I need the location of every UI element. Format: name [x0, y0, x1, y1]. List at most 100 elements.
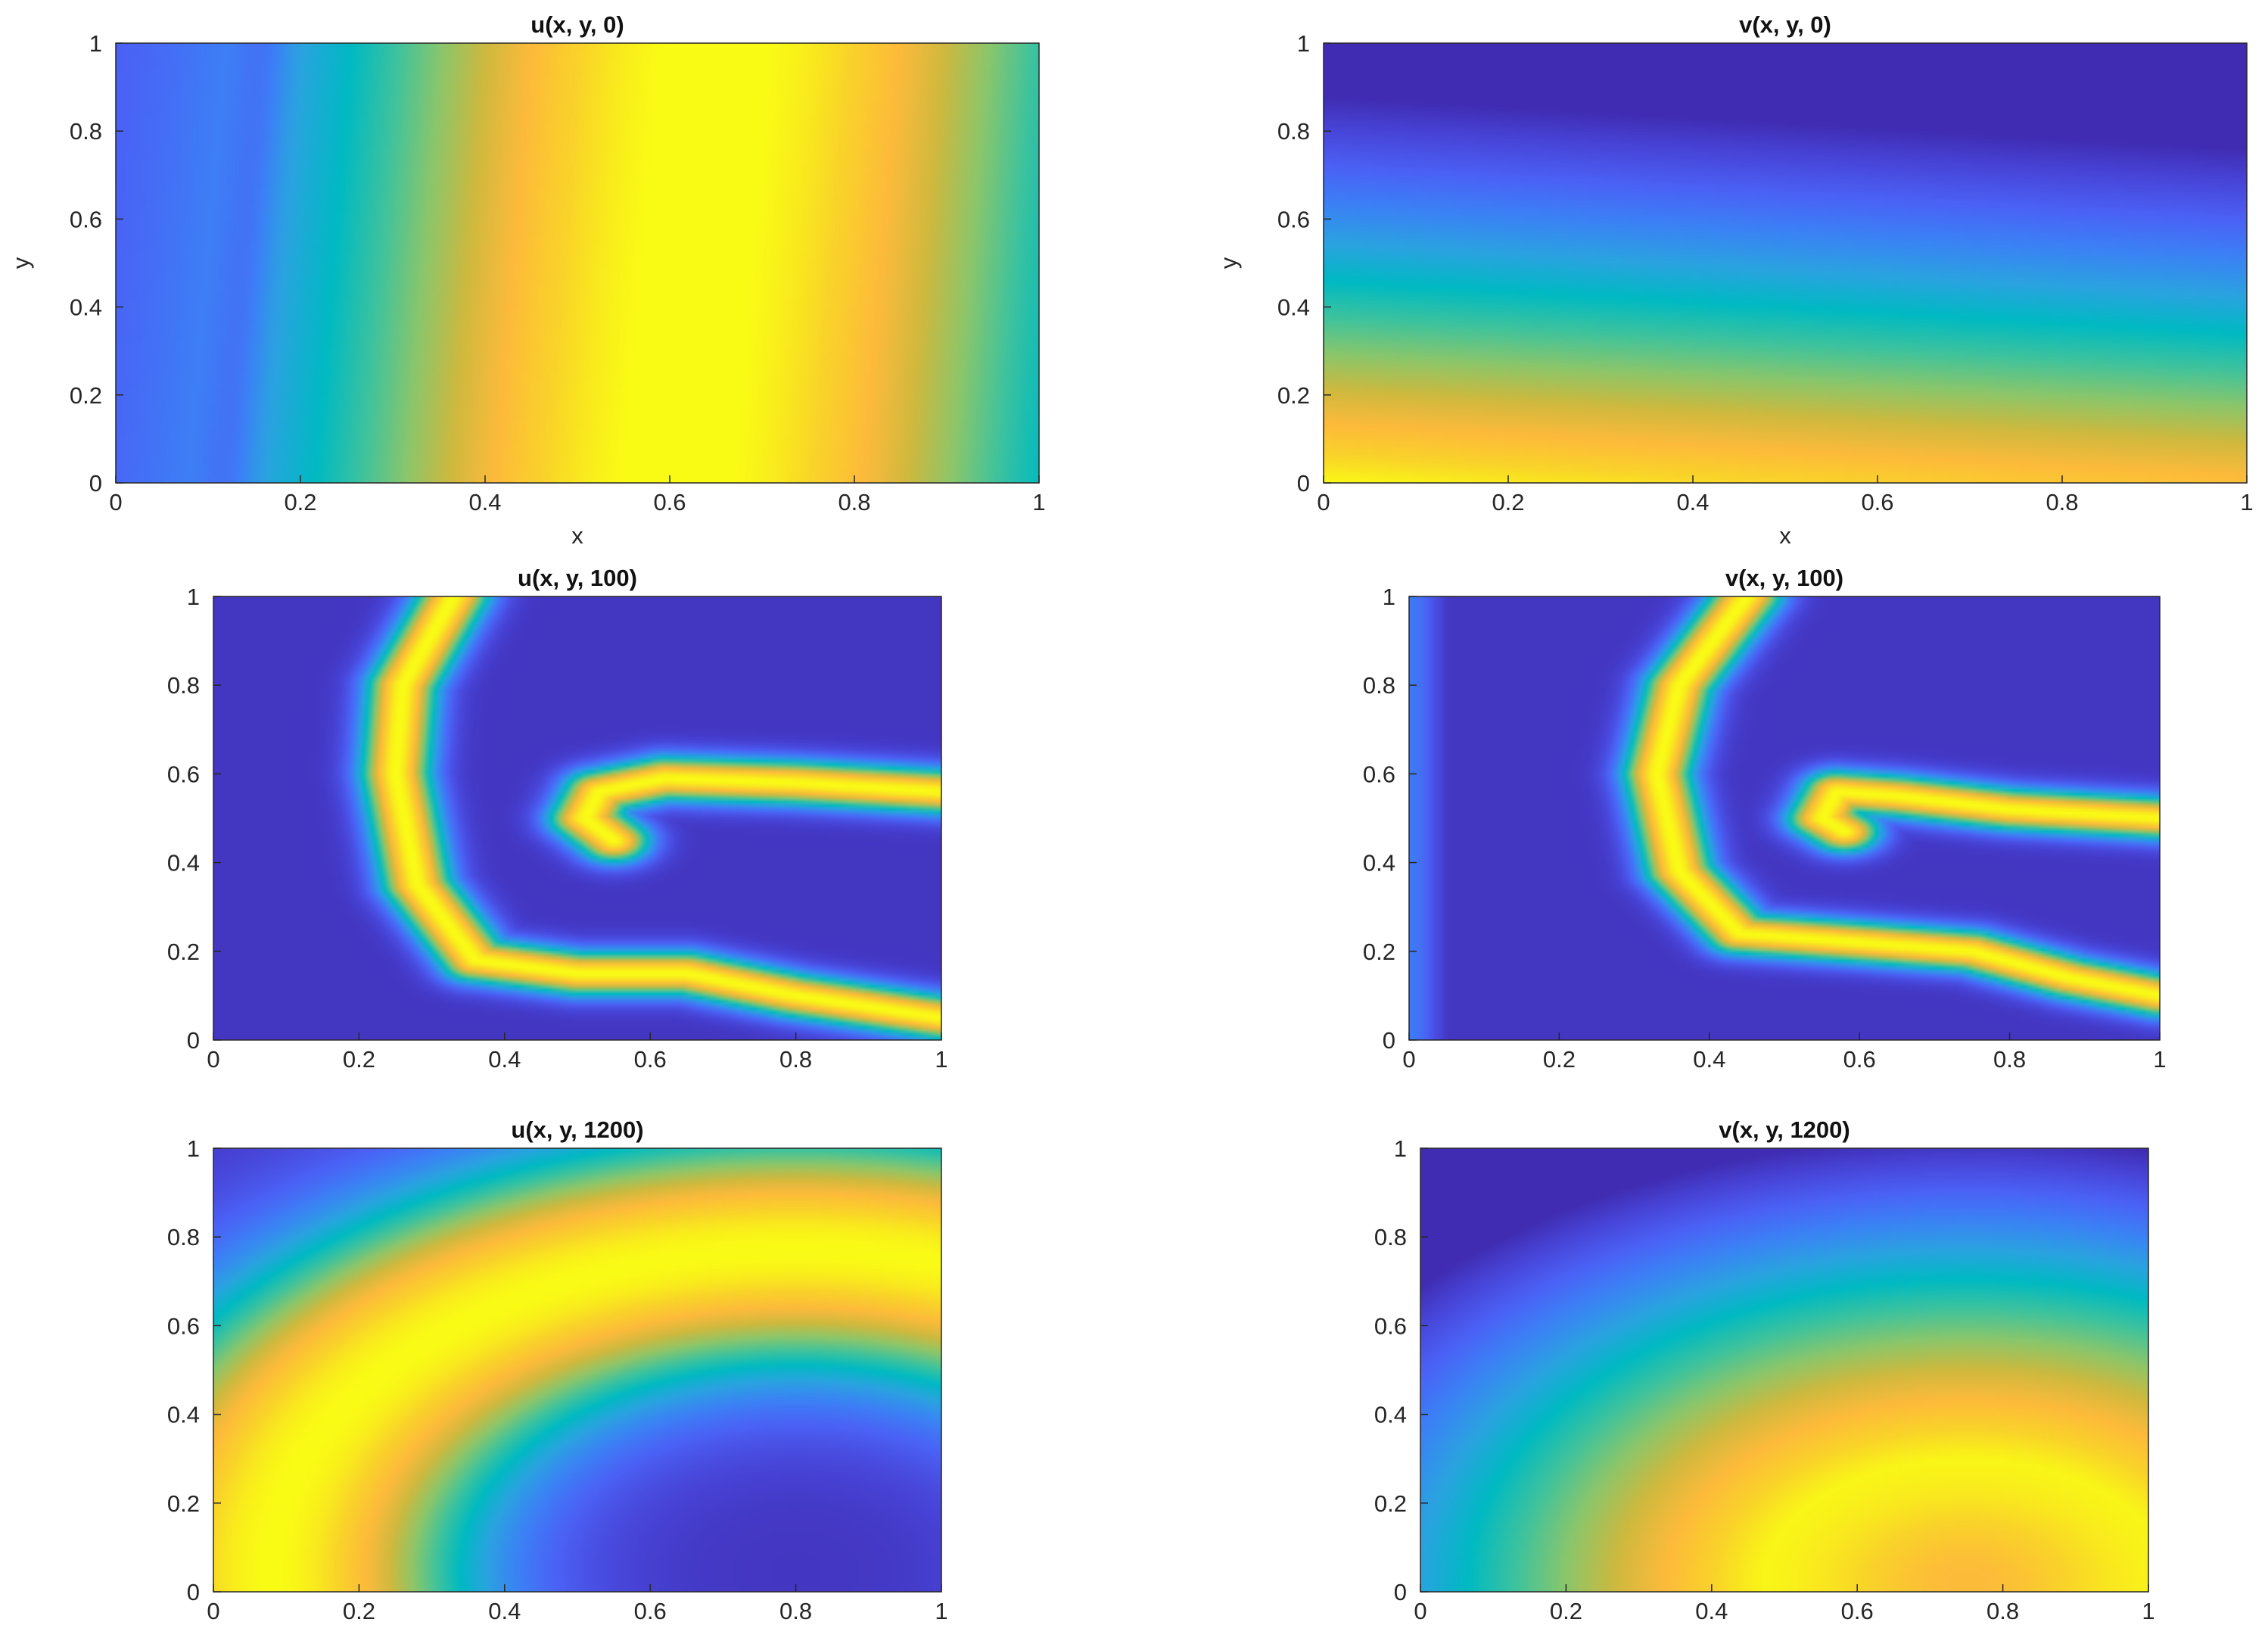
axes-frame [213, 1147, 942, 1593]
y-tick-label: 0.2 [167, 939, 200, 965]
y-tick-label: 1 [187, 1135, 200, 1162]
x-tick-label: 0.2 [1543, 1046, 1576, 1073]
y-tick-label: 0 [187, 1027, 200, 1054]
x-tick-label: 0 [207, 1046, 219, 1073]
x-tick-label: 0.4 [468, 489, 501, 515]
x-tick-label: 1 [935, 1046, 947, 1073]
axes-frame [1420, 1147, 2149, 1593]
heatmap-image [213, 596, 941, 1040]
x-tick-label: 0.2 [343, 1598, 375, 1624]
y-tick-label: 1 [1297, 30, 1310, 57]
x-tick-label: 0.8 [779, 1598, 812, 1624]
x-tick-label: 0 [1317, 489, 1330, 515]
x-tick-label: 1 [1032, 489, 1045, 515]
x-tick-label: 0.8 [779, 1046, 812, 1073]
y-tick-label: 0.8 [1277, 118, 1310, 145]
heatmap-image [213, 1148, 941, 1592]
x-tick-label: 0.6 [1861, 489, 1893, 515]
heatmap-panel: v(x, y, 100) 0 0.2 0.4 0.6 0.8 1 0 0.2 0.4 0.6 0.8 1 [1363, 565, 2167, 1073]
x-tick-label: 1 [2153, 1046, 2166, 1073]
y-tick-label: 0.4 [70, 294, 102, 321]
panel-title: u(x, y, 1200) [511, 1116, 643, 1143]
x-axis-label: x [1779, 522, 1791, 549]
panel-title: v(x, y, 0) [1739, 11, 1831, 38]
y-tick-label: 0.2 [1363, 939, 1395, 965]
y-tick-label: 0.6 [70, 206, 102, 232]
heatmap-panel: u(x, y, 100) 0 0.2 0.4 0.6 0.8 1 0 0.2 0.4 0.6 0.8 1 [167, 565, 948, 1073]
x-tick-label: 0.2 [284, 489, 316, 515]
y-tick-label: 0 [89, 470, 102, 497]
axes-frame [1323, 42, 2248, 484]
axes-frame [213, 596, 942, 1041]
y-tick-label: 0.8 [167, 1224, 200, 1250]
y-tick-label: 0.8 [70, 118, 102, 145]
y-tick-label: 0.6 [167, 1312, 200, 1339]
y-tick-label: 0 [1297, 470, 1310, 497]
x-tick-label: 0.8 [2046, 489, 2078, 515]
y-tick-label: 0.2 [70, 382, 102, 409]
x-tick-label: 0.6 [634, 1046, 667, 1073]
x-tick-label: 0.2 [343, 1046, 375, 1073]
y-tick-label: 1 [1383, 584, 1395, 610]
x-tick-label: 0.2 [1550, 1598, 1582, 1624]
y-tick-label: 0.8 [1374, 1224, 1407, 1250]
y-tick-label: 0 [1383, 1027, 1395, 1054]
axes-frame [115, 42, 1040, 484]
y-tick-label: 0.4 [167, 850, 200, 877]
axes-frame [1408, 596, 2161, 1041]
x-tick-label: 0.8 [838, 489, 870, 515]
x-tick-label: 0.4 [488, 1598, 521, 1624]
y-tick-label: 0.6 [1363, 761, 1395, 787]
x-tick-label: 0.6 [634, 1598, 667, 1624]
y-axis-label: y [8, 257, 34, 269]
y-tick-label: 0.2 [1277, 382, 1310, 409]
y-tick-label: 0.4 [1374, 1402, 1407, 1428]
y-tick-label: 0.8 [167, 672, 200, 699]
x-tick-label: 0.2 [1492, 489, 1524, 515]
panel-title: u(x, y, 100) [518, 565, 637, 591]
y-tick-label: 0.4 [167, 1402, 200, 1428]
panel-title: v(x, y, 100) [1725, 565, 1843, 591]
y-tick-label: 0 [187, 1579, 200, 1605]
heatmap-panel: u(x, y, 1200) 0 0.2 0.4 0.6 0.8 1 0 0.2 0.4 0.6 0.8… [167, 1116, 948, 1624]
y-tick-label: 0 [1394, 1579, 1407, 1605]
x-tick-label: 0 [1402, 1046, 1415, 1073]
heatmap-image [116, 43, 1039, 483]
y-tick-label: 1 [89, 30, 102, 57]
x-tick-label: 0 [1414, 1598, 1426, 1624]
y-tick-label: 1 [1394, 1135, 1407, 1162]
x-tick-label: 0.4 [488, 1046, 521, 1073]
x-tick-label: 0.6 [1843, 1046, 1876, 1073]
y-tick-label: 0.2 [1374, 1490, 1407, 1517]
heatmap-panel: u(x, y, 0) 0 0.2 0.4 0.6 0.8 1 0 0.2 0.4 0.6 0.8 1 x y [8, 11, 1046, 549]
y-tick-label: 0.4 [1277, 294, 1310, 321]
heatmap-image [1324, 43, 2247, 483]
y-tick-label: 1 [187, 584, 200, 610]
x-tick-label: 1 [2240, 489, 2253, 515]
x-tick-label: 0.6 [653, 489, 686, 515]
y-tick-label: 0.6 [1277, 206, 1310, 232]
heatmap-panel: v(x, y, 1200) 0 0.2 0.4 0.6 0.8 1 0 0.2 0.4 0.6 0.8… [1374, 1116, 2155, 1624]
panel-title: v(x, y, 1200) [1719, 1116, 1850, 1143]
y-axis-label: y [1215, 257, 1242, 269]
y-tick-label: 0.8 [1363, 672, 1395, 699]
x-tick-label: 0.8 [1993, 1046, 2026, 1073]
x-tick-label: 0 [109, 489, 122, 515]
x-tick-label: 0.8 [1986, 1598, 2019, 1624]
x-tick-label: 0.4 [1695, 1598, 1728, 1624]
heatmap-image [1409, 596, 2160, 1040]
x-tick-label: 0.4 [1676, 489, 1709, 515]
y-tick-label: 0.6 [1374, 1312, 1407, 1339]
panel-title: u(x, y, 0) [530, 11, 624, 38]
x-tick-label: 0 [207, 1598, 219, 1624]
y-tick-label: 0.2 [167, 1490, 200, 1517]
x-axis-label: x [571, 522, 583, 549]
heatmap-panel: v(x, y, 0) 0 0.2 0.4 0.6 0.8 1 0 0.2 0.4 0.6 0.8 1 x y [1215, 11, 2254, 549]
y-tick-label: 0.4 [1363, 850, 1395, 877]
x-tick-label: 1 [2142, 1598, 2154, 1624]
heatmap-image [1420, 1148, 2148, 1592]
y-tick-label: 0.6 [167, 761, 200, 787]
x-tick-label: 1 [935, 1598, 947, 1624]
x-tick-label: 0.4 [1693, 1046, 1725, 1073]
